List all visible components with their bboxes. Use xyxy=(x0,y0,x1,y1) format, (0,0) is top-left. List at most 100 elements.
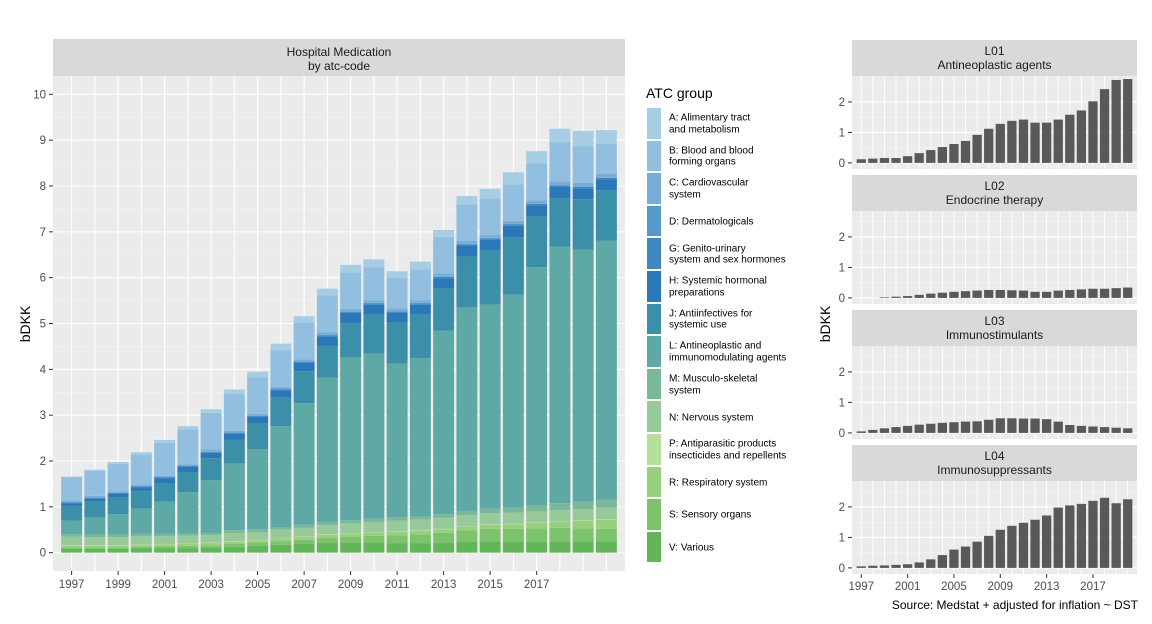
bar-segment xyxy=(316,335,338,337)
bar-segment xyxy=(433,517,455,529)
bar-segment xyxy=(293,543,315,553)
bar-segment xyxy=(502,184,524,221)
bar-segment xyxy=(107,547,129,549)
bar-segment xyxy=(61,476,83,478)
bar-segment xyxy=(247,449,269,530)
bar-segment xyxy=(456,530,478,542)
bar-segment xyxy=(61,520,83,535)
bar-segment xyxy=(84,534,106,538)
facet-bar xyxy=(891,564,901,568)
bar-segment xyxy=(386,311,408,313)
facet-y-tick-label: 1 xyxy=(839,262,845,274)
bar-segment xyxy=(154,533,176,537)
y-tick-label: 9 xyxy=(40,135,46,147)
bar-segment xyxy=(177,426,199,430)
bar-segment xyxy=(502,528,524,542)
bar-segment xyxy=(479,513,501,525)
facet-bar xyxy=(937,147,947,163)
facet-bar xyxy=(937,422,947,433)
bar-segment xyxy=(433,276,455,279)
bar-segment xyxy=(549,521,571,528)
facet-bar xyxy=(914,424,924,433)
facet-bar xyxy=(949,549,959,568)
bar-segment xyxy=(340,323,362,358)
facet-bar xyxy=(1123,499,1133,568)
legend-label: S: Sensory organs xyxy=(669,509,752,521)
bar-segment xyxy=(107,461,129,464)
bar-segment xyxy=(293,527,315,537)
bar-segment xyxy=(200,458,222,481)
bar-segment xyxy=(316,345,338,378)
bar-segment xyxy=(456,241,478,244)
bar-segment xyxy=(386,535,408,544)
bar-segment xyxy=(154,477,176,479)
bar-segment xyxy=(316,538,338,544)
bar-segment xyxy=(316,336,338,346)
facet-bar xyxy=(1111,79,1121,163)
legend-swatch xyxy=(647,270,661,302)
bar-segment xyxy=(154,548,176,553)
bar-segment xyxy=(595,240,617,500)
bar-segment xyxy=(409,516,431,520)
legend-label: V: Various xyxy=(669,542,715,554)
bar-segment xyxy=(340,523,362,533)
legend-items: A: Alimentary tract and metabolism B: Blo… xyxy=(646,108,826,564)
bar-segment xyxy=(340,312,362,313)
bar-segment xyxy=(409,543,431,553)
bar-segment xyxy=(363,303,385,305)
bar-segment xyxy=(456,244,478,246)
legend-swatch xyxy=(647,303,661,335)
bar-segment xyxy=(456,526,478,531)
bar-segment xyxy=(526,200,548,204)
bar-segment xyxy=(130,508,152,534)
facet-x-tick-label: 2013 xyxy=(1034,581,1060,593)
bar-segment xyxy=(363,300,385,303)
facet-bar xyxy=(1076,289,1087,298)
bar-segment xyxy=(61,547,83,549)
bar-segment xyxy=(502,225,524,238)
bar-segment xyxy=(200,452,222,459)
facet-bar xyxy=(868,565,878,568)
bar-segment xyxy=(409,534,431,544)
bar-segment xyxy=(595,528,617,542)
bar-segment xyxy=(363,314,385,354)
facet-bar xyxy=(984,419,994,433)
facet-bar xyxy=(1053,421,1063,433)
bar-segment xyxy=(479,304,501,509)
facet-bar xyxy=(914,294,924,298)
legend-item: L: Antineoplastic and immunomodulating a… xyxy=(646,336,826,369)
bar-segment xyxy=(154,442,176,476)
bar-segment xyxy=(363,518,385,522)
bar-segment xyxy=(549,527,571,542)
facet-bar xyxy=(1018,290,1029,298)
bar-segment xyxy=(409,314,431,359)
legend-swatch xyxy=(647,401,661,432)
bar-segment xyxy=(340,520,362,524)
facet-y-tick-label: 1 xyxy=(839,127,845,139)
legend-swatch xyxy=(647,368,661,400)
bar-segment xyxy=(386,312,408,323)
bar-segment xyxy=(363,521,385,533)
bar-segment xyxy=(223,430,245,433)
bar-segment xyxy=(130,544,152,547)
bar-segment xyxy=(84,517,106,535)
facet-y-tick-label: 2 xyxy=(839,502,845,514)
facet-bar xyxy=(1088,500,1098,568)
facet-bar xyxy=(1007,418,1017,433)
bar-segment xyxy=(479,235,501,238)
bar-segment xyxy=(107,545,129,548)
bar-segment xyxy=(130,548,152,553)
y-tick-label: 6 xyxy=(40,273,46,285)
bar-segment xyxy=(200,409,222,413)
bar-segment xyxy=(386,517,408,521)
facet-strip xyxy=(852,310,1137,346)
bar-segment xyxy=(293,322,315,360)
bar-segment xyxy=(293,359,315,362)
bar-segment xyxy=(247,371,269,378)
facet-bar xyxy=(984,128,994,163)
facet-bar xyxy=(1088,101,1098,163)
bar-segment xyxy=(433,532,455,544)
facet-title: Endocrine therapy xyxy=(946,193,1043,207)
legend-item: D: Dermatologicals xyxy=(646,205,826,239)
bar-segment xyxy=(270,389,292,391)
